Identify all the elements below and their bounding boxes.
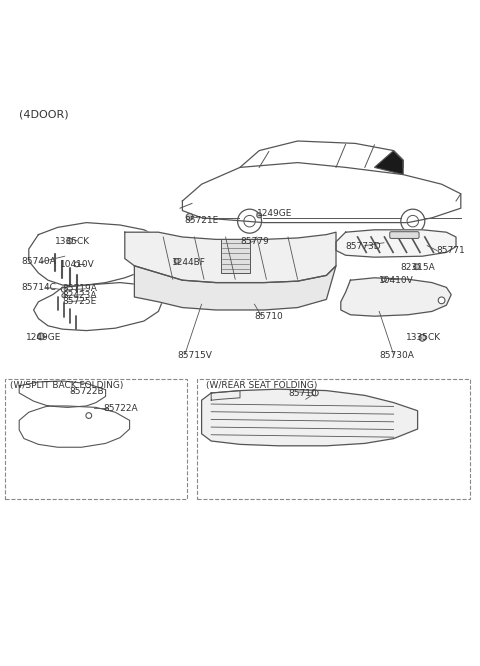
Polygon shape [134,266,336,310]
Circle shape [257,213,262,218]
Polygon shape [374,151,403,174]
FancyBboxPatch shape [390,232,419,238]
Text: (4DOOR): (4DOOR) [19,110,69,120]
Text: 1244BF: 1244BF [172,258,206,267]
Text: (W/SPLIT BACK FOLDING): (W/SPLIT BACK FOLDING) [10,382,123,390]
Text: 1249GE: 1249GE [26,333,62,342]
Text: 85722B: 85722B [70,387,104,396]
Circle shape [62,294,66,298]
Circle shape [438,297,445,304]
Polygon shape [336,230,456,257]
Circle shape [61,288,66,292]
Polygon shape [202,389,418,446]
Circle shape [419,334,426,341]
Text: 1249GE: 1249GE [257,210,292,218]
Text: 85721E: 85721E [185,216,219,224]
FancyBboxPatch shape [5,378,187,499]
Text: 82423A: 82423A [62,291,97,300]
Text: 85771: 85771 [437,246,466,255]
Text: 85730A: 85730A [379,351,414,360]
Text: 85779: 85779 [240,237,269,246]
Text: 85710: 85710 [254,312,283,321]
Circle shape [37,333,44,340]
Text: 1335CK: 1335CK [406,333,441,342]
Text: 85722A: 85722A [103,404,138,414]
Polygon shape [221,239,250,273]
Text: 10410V: 10410V [60,260,95,269]
Text: 1335CK: 1335CK [55,237,90,246]
Text: 85740A: 85740A [22,258,56,266]
Text: 10410V: 10410V [379,276,414,284]
Polygon shape [341,278,451,316]
Text: 82315A: 82315A [401,263,435,272]
Text: 85725E: 85725E [62,297,96,306]
Circle shape [174,258,179,263]
Text: 85719A: 85719A [62,284,97,293]
Circle shape [186,214,193,220]
Circle shape [414,264,420,270]
Circle shape [86,413,92,418]
Polygon shape [125,232,336,282]
Circle shape [312,390,318,396]
Text: 85714C: 85714C [22,283,57,292]
Text: (W/REAR SEAT FOLDING): (W/REAR SEAT FOLDING) [206,382,318,390]
Text: 85715V: 85715V [178,351,213,360]
Text: 85710: 85710 [288,388,317,398]
Text: 85773D: 85773D [346,242,381,251]
Circle shape [67,238,72,244]
FancyBboxPatch shape [197,378,470,499]
